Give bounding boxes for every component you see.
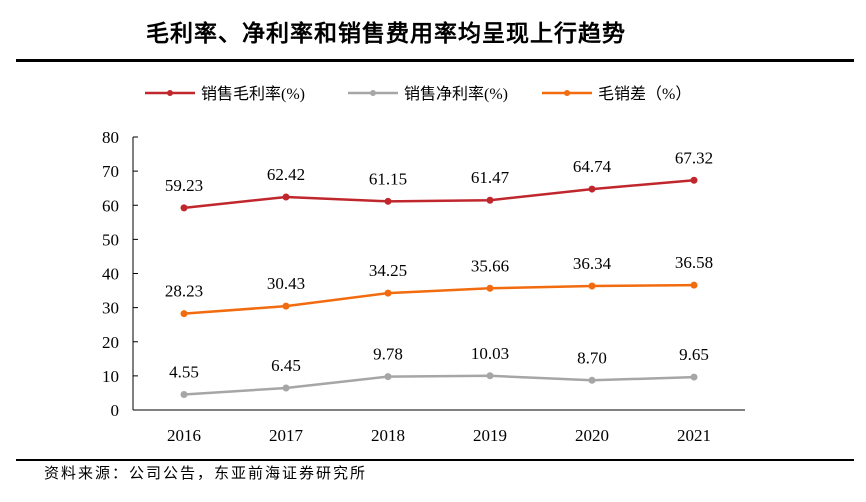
data-point <box>588 376 596 384</box>
data-point <box>690 373 698 381</box>
data-point <box>180 204 188 212</box>
data-label: 9.78 <box>373 345 403 364</box>
y-tick-label: 20 <box>102 333 119 352</box>
chart-title: 毛利率、净利率和销售费用率均呈现上行趋势 <box>146 21 626 47</box>
data-label: 35.66 <box>471 256 509 275</box>
x-tick-label: 2019 <box>473 426 507 445</box>
source-divider <box>16 459 854 461</box>
title-divider <box>16 59 854 62</box>
data-point <box>384 289 392 297</box>
data-label: 61.47 <box>471 168 510 187</box>
x-tick-label: 2016 <box>167 426 201 445</box>
data-label: 6.45 <box>271 356 301 375</box>
y-tick-label: 60 <box>102 196 119 215</box>
y-tick-label: 40 <box>102 265 119 284</box>
legend-label: 毛销差（%） <box>598 85 691 103</box>
data-point <box>180 390 188 398</box>
y-tick-label: 0 <box>111 401 120 420</box>
x-tick-label: 2017 <box>269 426 304 445</box>
source-note: 资料来源：公司公告，东亚前海证券研究所 <box>44 464 368 482</box>
y-tick-label: 10 <box>102 367 119 386</box>
data-point <box>588 282 596 290</box>
data-label: 59.23 <box>165 176 203 195</box>
data-label: 30.43 <box>267 274 305 293</box>
data-label: 34.25 <box>369 261 407 280</box>
data-label: 36.34 <box>573 254 612 273</box>
data-point <box>180 310 188 318</box>
data-point <box>690 281 698 289</box>
data-point <box>486 196 494 204</box>
data-point <box>384 373 392 381</box>
legend-label: 销售净利率(%) <box>404 85 508 103</box>
data-point <box>690 176 698 184</box>
legend-marker <box>564 90 570 96</box>
x-tick-label: 2020 <box>575 426 609 445</box>
data-point <box>282 193 290 201</box>
data-point <box>384 197 392 205</box>
data-label: 10.03 <box>471 344 509 363</box>
data-label: 36.58 <box>675 253 713 272</box>
y-tick-label: 80 <box>102 128 119 147</box>
data-label: 4.55 <box>169 362 199 381</box>
data-label: 28.23 <box>165 282 203 301</box>
data-point <box>282 302 290 310</box>
legend-label: 销售毛利率(%) <box>201 85 305 103</box>
data-point <box>486 284 494 292</box>
x-tick-label: 2021 <box>677 426 711 445</box>
data-point <box>282 384 290 392</box>
legend-marker <box>370 90 376 96</box>
data-point <box>588 185 596 193</box>
legend-marker <box>167 90 173 96</box>
data-label: 67.32 <box>675 148 713 167</box>
y-tick-label: 70 <box>102 162 119 181</box>
y-tick-label: 50 <box>102 230 119 249</box>
x-tick-label: 2018 <box>371 426 405 445</box>
series-line <box>183 283 695 315</box>
data-label: 9.65 <box>679 345 709 364</box>
series-line <box>183 374 695 396</box>
series-line <box>183 179 695 210</box>
y-tick-label: 30 <box>102 299 119 318</box>
data-point <box>486 372 494 380</box>
data-label: 61.15 <box>369 169 407 188</box>
data-label: 62.42 <box>267 165 305 184</box>
data-label: 8.70 <box>577 348 607 367</box>
data-label: 64.74 <box>573 157 612 176</box>
